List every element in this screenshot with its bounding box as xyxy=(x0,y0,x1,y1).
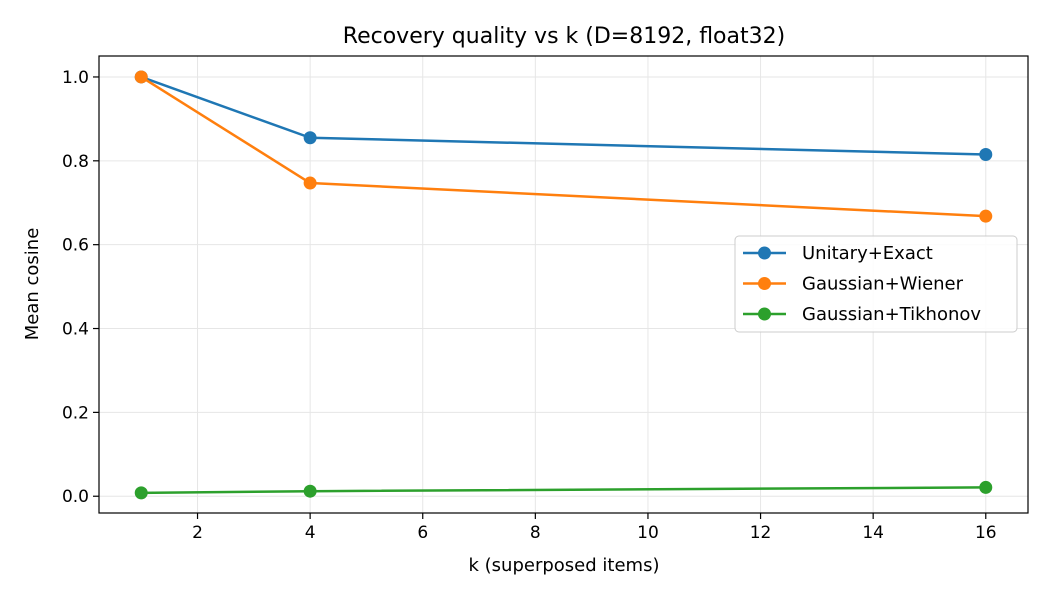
x-tick-label: 2 xyxy=(192,523,203,543)
x-tick-label: 12 xyxy=(750,523,772,543)
y-tick-label: 0.4 xyxy=(62,320,89,340)
y-tick-label: 0.6 xyxy=(62,236,89,256)
data-point xyxy=(303,484,317,498)
y-tick-label: 0.8 xyxy=(62,152,89,172)
data-point xyxy=(134,70,148,84)
legend-box xyxy=(734,235,1018,333)
chart-title: Recovery quality vs k (D=8192, float32) xyxy=(343,24,785,49)
series-gaussian-wiener xyxy=(134,70,993,223)
x-tick-label: 6 xyxy=(417,523,428,543)
x-tick-label: 4 xyxy=(305,523,316,543)
y-tick-label: 0.0 xyxy=(62,487,89,507)
x-axis-label: k (superposed items) xyxy=(469,555,660,576)
data-point xyxy=(303,131,317,145)
data-point xyxy=(303,176,317,190)
data-point xyxy=(979,148,993,162)
legend-label: Gaussian+Wiener xyxy=(802,274,964,295)
data-point xyxy=(979,480,993,494)
plot-series xyxy=(134,70,993,500)
x-tick-label: 8 xyxy=(530,523,541,543)
x-tick-label: 10 xyxy=(637,523,659,543)
plot-frame xyxy=(98,55,1029,514)
legend-marker xyxy=(758,246,771,260)
series-gaussian-tikhonov xyxy=(134,480,993,500)
data-point xyxy=(134,486,148,500)
y-axis-label: Mean cosine xyxy=(22,228,43,341)
legend-marker xyxy=(758,277,771,290)
axis-ticks: 2 4 6 8 10 12 14 16 0.0 0.2 0.4 0.6 0.8 1.0 xyxy=(62,68,997,543)
legend-marker xyxy=(758,307,771,321)
legend-entry: Gaussian+Tikhonov xyxy=(743,304,981,325)
x-tick-label: 14 xyxy=(862,523,884,543)
legend-entry: Gaussian+Wiener xyxy=(743,274,964,295)
y-tick-label: 1.0 xyxy=(62,68,89,88)
legend-label: Unitary+Exact xyxy=(802,243,933,264)
legend-label: Gaussian+Tikhonov xyxy=(802,304,981,325)
legend: Unitary+Exact Gaussian+Wiener Gaussian+Tik… xyxy=(734,235,1018,333)
legend-entry: Unitary+Exact xyxy=(743,243,933,264)
y-tick-label: 0.2 xyxy=(62,403,89,423)
data-point xyxy=(979,209,993,223)
legend-entries: Unitary+Exact Gaussian+Wiener Gaussian+Tik… xyxy=(743,243,981,325)
x-tick-label: 16 xyxy=(975,523,997,543)
